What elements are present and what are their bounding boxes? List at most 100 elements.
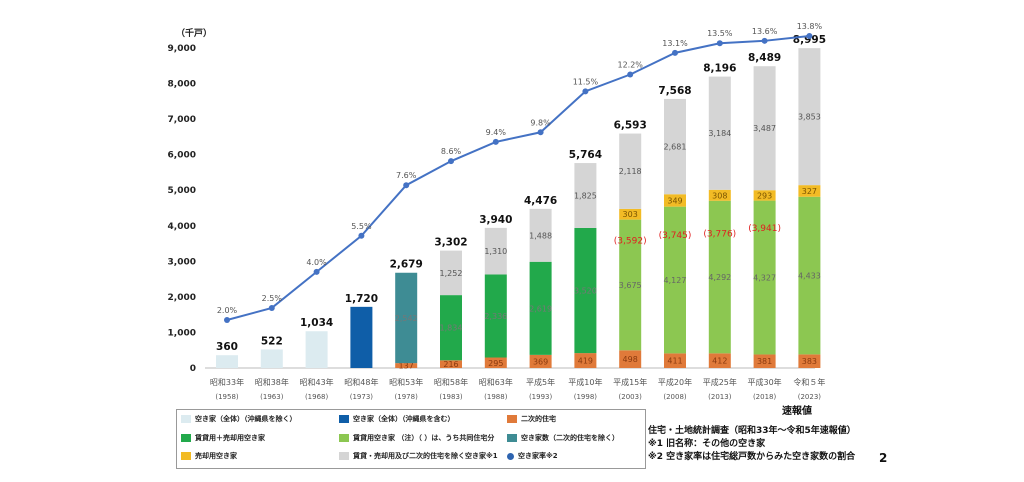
bar-segment-rental [619,219,642,351]
vacancy-rate-label: 13.8% [797,22,823,31]
vacancy-rate-point [448,158,454,165]
vacancy-rate-point [492,138,499,145]
x-tick-year: (1968) [305,393,329,401]
segment-label: 295 [488,359,503,368]
bar-segment-other [619,133,642,209]
bar-segment-rent_sale_green [574,227,597,354]
vacancy-rate-point [761,37,768,44]
bar-segment-other [708,76,731,190]
bar-total-label: 1,034 [300,317,333,329]
vacancy-rate-point [403,182,410,189]
legend-item-teal: 空き家数（二次的住宅を除く） [507,433,619,443]
rental-shared-label: (3,941) [748,224,781,234]
bar-segment-secondary [484,357,507,368]
rental-shared-label: (3,592) [614,236,647,246]
vacancy-rate-label: 13.6% [752,27,778,36]
segment-label: 1,310 [484,247,507,256]
bar-segment-secondary [529,354,552,368]
x-tick-year: (1983) [439,393,463,401]
bar-segment-other [440,250,462,296]
segment-label: 412 [712,357,727,366]
x-tick-era: 昭和63年 [479,377,513,387]
y-tick-label: 8,000 [168,80,196,90]
segment-label: 1,252 [440,269,463,278]
legend-label: 空き家（全体）（沖縄県を除く） [195,415,297,423]
legend-swatch [181,415,191,423]
rental-shared-label: (3,745) [659,231,692,241]
bar-segment-rent_sale_green [529,261,552,355]
bar-total-label: 7,568 [658,85,691,97]
vacancy-rate-label: 11.5% [573,77,599,86]
legend-swatch [507,415,517,423]
x-tick-era: 平成30年 [748,377,782,387]
legend-item-secondary: 二次的住宅 [507,414,556,424]
bar-segment-secondary [440,360,462,368]
y-tick-label: 9,000 [168,44,196,54]
x-tick-era: 令和５年 [793,377,825,387]
vacancy-rate-line [226,35,810,321]
segment-label: 411 [667,357,682,366]
bar-total-label: 360 [216,341,238,353]
bar-total-label: 3,302 [434,237,467,249]
preliminary-note: 速報値 [782,406,812,417]
bar-segment-secondary [753,354,776,368]
vacancy-rate-point [313,268,320,275]
x-tick-year: (1988) [484,393,508,401]
bar-segment-rental [664,206,686,354]
segment-label: 303 [623,210,638,219]
bar-segment-other [798,48,821,186]
legend-swatch [339,452,349,460]
x-tick-era: 平成10年 [568,377,602,387]
segment-label: 3,487 [753,124,776,133]
vacancy-rate-point [627,71,634,78]
segment-label: 327 [802,187,817,196]
legend-item-for-sale: 売却用空き家 [181,451,237,461]
x-tick-era: 昭和48年 [344,377,378,387]
bar-segment-other [484,227,507,275]
vacancy-rate-point [582,88,589,95]
x-tick-year: (2023) [798,393,822,401]
bar-segment-all_incl [350,306,373,368]
segment-label: 2,336 [484,312,507,321]
legend-label: 賃貸用＋売却用空き家 [195,434,265,442]
legend-item-all-incl: 空き家（全体）（沖縄県を含む） [339,414,455,424]
bar-segment-for_sale [798,185,821,197]
legend: 空き家（全体）（沖縄県を除く） 空き家（全体）（沖縄県を含む） 二次的住宅 賃貸… [176,409,646,469]
segment-label: 2,542 [395,314,418,323]
y-tick-label: 4,000 [168,222,196,232]
legend-swatch [339,415,349,423]
bar-segment-rent_sale_green [484,274,507,358]
bar-segment-teal [395,272,418,364]
bar-segment-other [529,208,552,262]
legend-swatch [339,434,349,442]
x-tick-year: (1978) [395,393,419,401]
x-tick-era: 昭和33年 [210,377,244,387]
segment-label: 1,488 [529,231,552,240]
segment-label: 1,825 [574,192,597,201]
x-tick-year: (1958) [215,393,239,401]
vacancy-rate-point [268,304,275,311]
x-tick-year: (2008) [663,393,687,401]
legend-label: 売却用空き家 [195,452,237,460]
segment-label: 369 [533,357,548,366]
segment-label: 4,292 [708,273,731,282]
bar-total-label: 8,489 [748,52,781,64]
x-tick-era: 平成15年 [613,377,647,387]
legend-swatch [507,434,517,442]
segment-label: 498 [623,355,638,364]
legend-item-vacancy-rate: 空き家率※2 [507,451,558,461]
legend-item-rental: 賃貸用空き家 （注）（ ）は、うち共同住宅分 [339,433,494,443]
bar-segment-secondary [798,354,821,368]
legend-dot [507,452,514,460]
x-tick-era: 平成5年 [526,377,555,387]
rental-shared-label: (3,776) [703,230,736,240]
vacancy-rate-point [716,40,723,47]
x-tick-year: (2013) [708,393,732,401]
x-tick-era: 昭和38年 [255,377,289,387]
segment-label: 4,433 [798,272,821,281]
x-tick-year: (2018) [753,393,777,401]
vacancy-rate-point [224,317,230,323]
vacancy-rate-point [358,232,365,239]
segment-label: 3,853 [798,113,821,122]
y-tick-label: 3,000 [168,257,196,267]
